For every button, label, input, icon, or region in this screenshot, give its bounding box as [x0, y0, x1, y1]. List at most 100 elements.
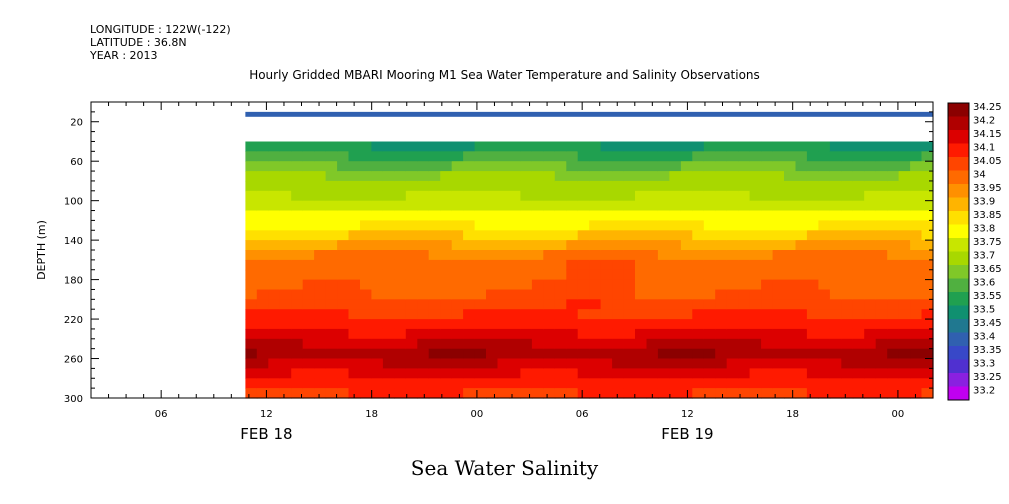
salinity-cell — [394, 240, 407, 251]
salinity-cell — [829, 388, 842, 399]
salinity-cell — [509, 230, 522, 241]
salinity-cell — [875, 250, 888, 261]
salinity-cell — [291, 259, 304, 271]
salinity-cell — [910, 378, 923, 389]
salinity-cell — [509, 190, 522, 202]
salinity-cell — [520, 230, 533, 241]
salinity-cell — [463, 200, 476, 212]
salinity-cell — [382, 230, 395, 241]
salinity-cell — [531, 171, 544, 182]
colorbar-label: 33.6 — [973, 278, 995, 289]
salinity-cell — [474, 279, 487, 291]
salinity-cell — [531, 210, 544, 221]
salinity-cell — [428, 200, 441, 212]
y-tick-label: 300 — [64, 394, 83, 405]
salinity-cell — [543, 151, 556, 162]
salinity-cell — [921, 220, 934, 231]
salinity-cell — [646, 309, 659, 320]
salinity-cell — [887, 378, 900, 389]
salinity-cell — [692, 200, 705, 212]
salinity-cell — [715, 319, 728, 330]
salinity-cell — [394, 161, 407, 172]
salinity-cell — [657, 348, 670, 360]
salinity-cell — [405, 190, 418, 202]
salinity-cell — [417, 378, 430, 389]
salinity-cell — [337, 358, 350, 369]
salinity-cell — [531, 141, 544, 152]
salinity-cell — [394, 338, 407, 350]
colorbar-swatch — [948, 211, 969, 225]
salinity-cell — [497, 309, 510, 320]
salinity-cell — [543, 220, 556, 231]
salinity-cell — [692, 220, 705, 231]
colorbar-label: 33.65 — [973, 264, 1002, 275]
salinity-cell — [520, 259, 533, 271]
salinity-cell — [635, 200, 648, 212]
salinity-cell — [325, 309, 338, 320]
salinity-cell — [612, 309, 625, 320]
salinity-cell — [715, 269, 728, 281]
salinity-cell — [715, 279, 728, 291]
salinity-cell — [371, 161, 384, 172]
salinity-cell — [566, 319, 579, 330]
salinity-cell — [680, 240, 693, 251]
salinity-cell — [749, 269, 762, 281]
salinity-cell — [394, 250, 407, 261]
salinity-cell — [463, 299, 476, 310]
x-tick-label: 06 — [155, 409, 168, 420]
salinity-cell — [772, 328, 785, 340]
salinity-cell — [795, 230, 808, 241]
salinity-cell — [680, 171, 693, 182]
salinity-cell — [726, 299, 739, 310]
salinity-cell — [268, 348, 281, 360]
salinity-cell — [382, 289, 395, 300]
salinity-cell — [337, 328, 350, 340]
salinity-cell — [405, 220, 418, 231]
salinity-cell — [509, 289, 522, 300]
salinity-cell — [314, 240, 327, 251]
salinity-cell — [394, 190, 407, 202]
salinity-cell — [417, 220, 430, 231]
salinity-cell — [394, 141, 407, 152]
salinity-cell — [428, 141, 441, 152]
salinity-cell — [279, 190, 292, 202]
salinity-cell — [898, 171, 911, 182]
salinity-cell — [474, 299, 487, 310]
colorbar-swatch — [948, 319, 969, 333]
salinity-cell — [680, 190, 693, 202]
salinity-cell — [680, 250, 693, 261]
salinity-cell — [405, 141, 418, 152]
salinity-cell — [302, 348, 315, 360]
salinity-cell — [761, 378, 774, 389]
salinity-cell — [417, 328, 430, 340]
salinity-cell — [692, 210, 705, 221]
salinity-cell — [852, 161, 865, 172]
salinity-cell — [360, 319, 373, 330]
salinity-cell — [486, 279, 499, 291]
salinity-cell — [898, 338, 911, 350]
salinity-cell — [600, 368, 613, 379]
salinity-cell — [325, 151, 338, 162]
salinity-cell — [428, 378, 441, 389]
salinity-cell — [784, 220, 797, 231]
x-tick-label: 18 — [365, 409, 378, 420]
salinity-cell — [566, 141, 579, 152]
salinity-cell — [692, 190, 705, 202]
salinity-cell — [348, 230, 361, 241]
salinity-cell — [898, 358, 911, 369]
salinity-cell — [325, 388, 338, 399]
salinity-cell — [898, 190, 911, 202]
salinity-cell — [451, 328, 464, 340]
colorbar-label: 33.5 — [973, 305, 995, 316]
salinity-cell — [486, 240, 499, 251]
salinity-cell — [337, 279, 350, 291]
salinity-cell — [784, 210, 797, 221]
salinity-cell — [291, 161, 304, 172]
salinity-cell — [348, 171, 361, 182]
salinity-cell — [497, 378, 510, 389]
salinity-cell — [646, 161, 659, 172]
salinity-cell — [600, 230, 613, 241]
salinity-cell — [325, 348, 338, 360]
salinity-cell — [761, 151, 774, 162]
salinity-cell — [795, 289, 808, 300]
